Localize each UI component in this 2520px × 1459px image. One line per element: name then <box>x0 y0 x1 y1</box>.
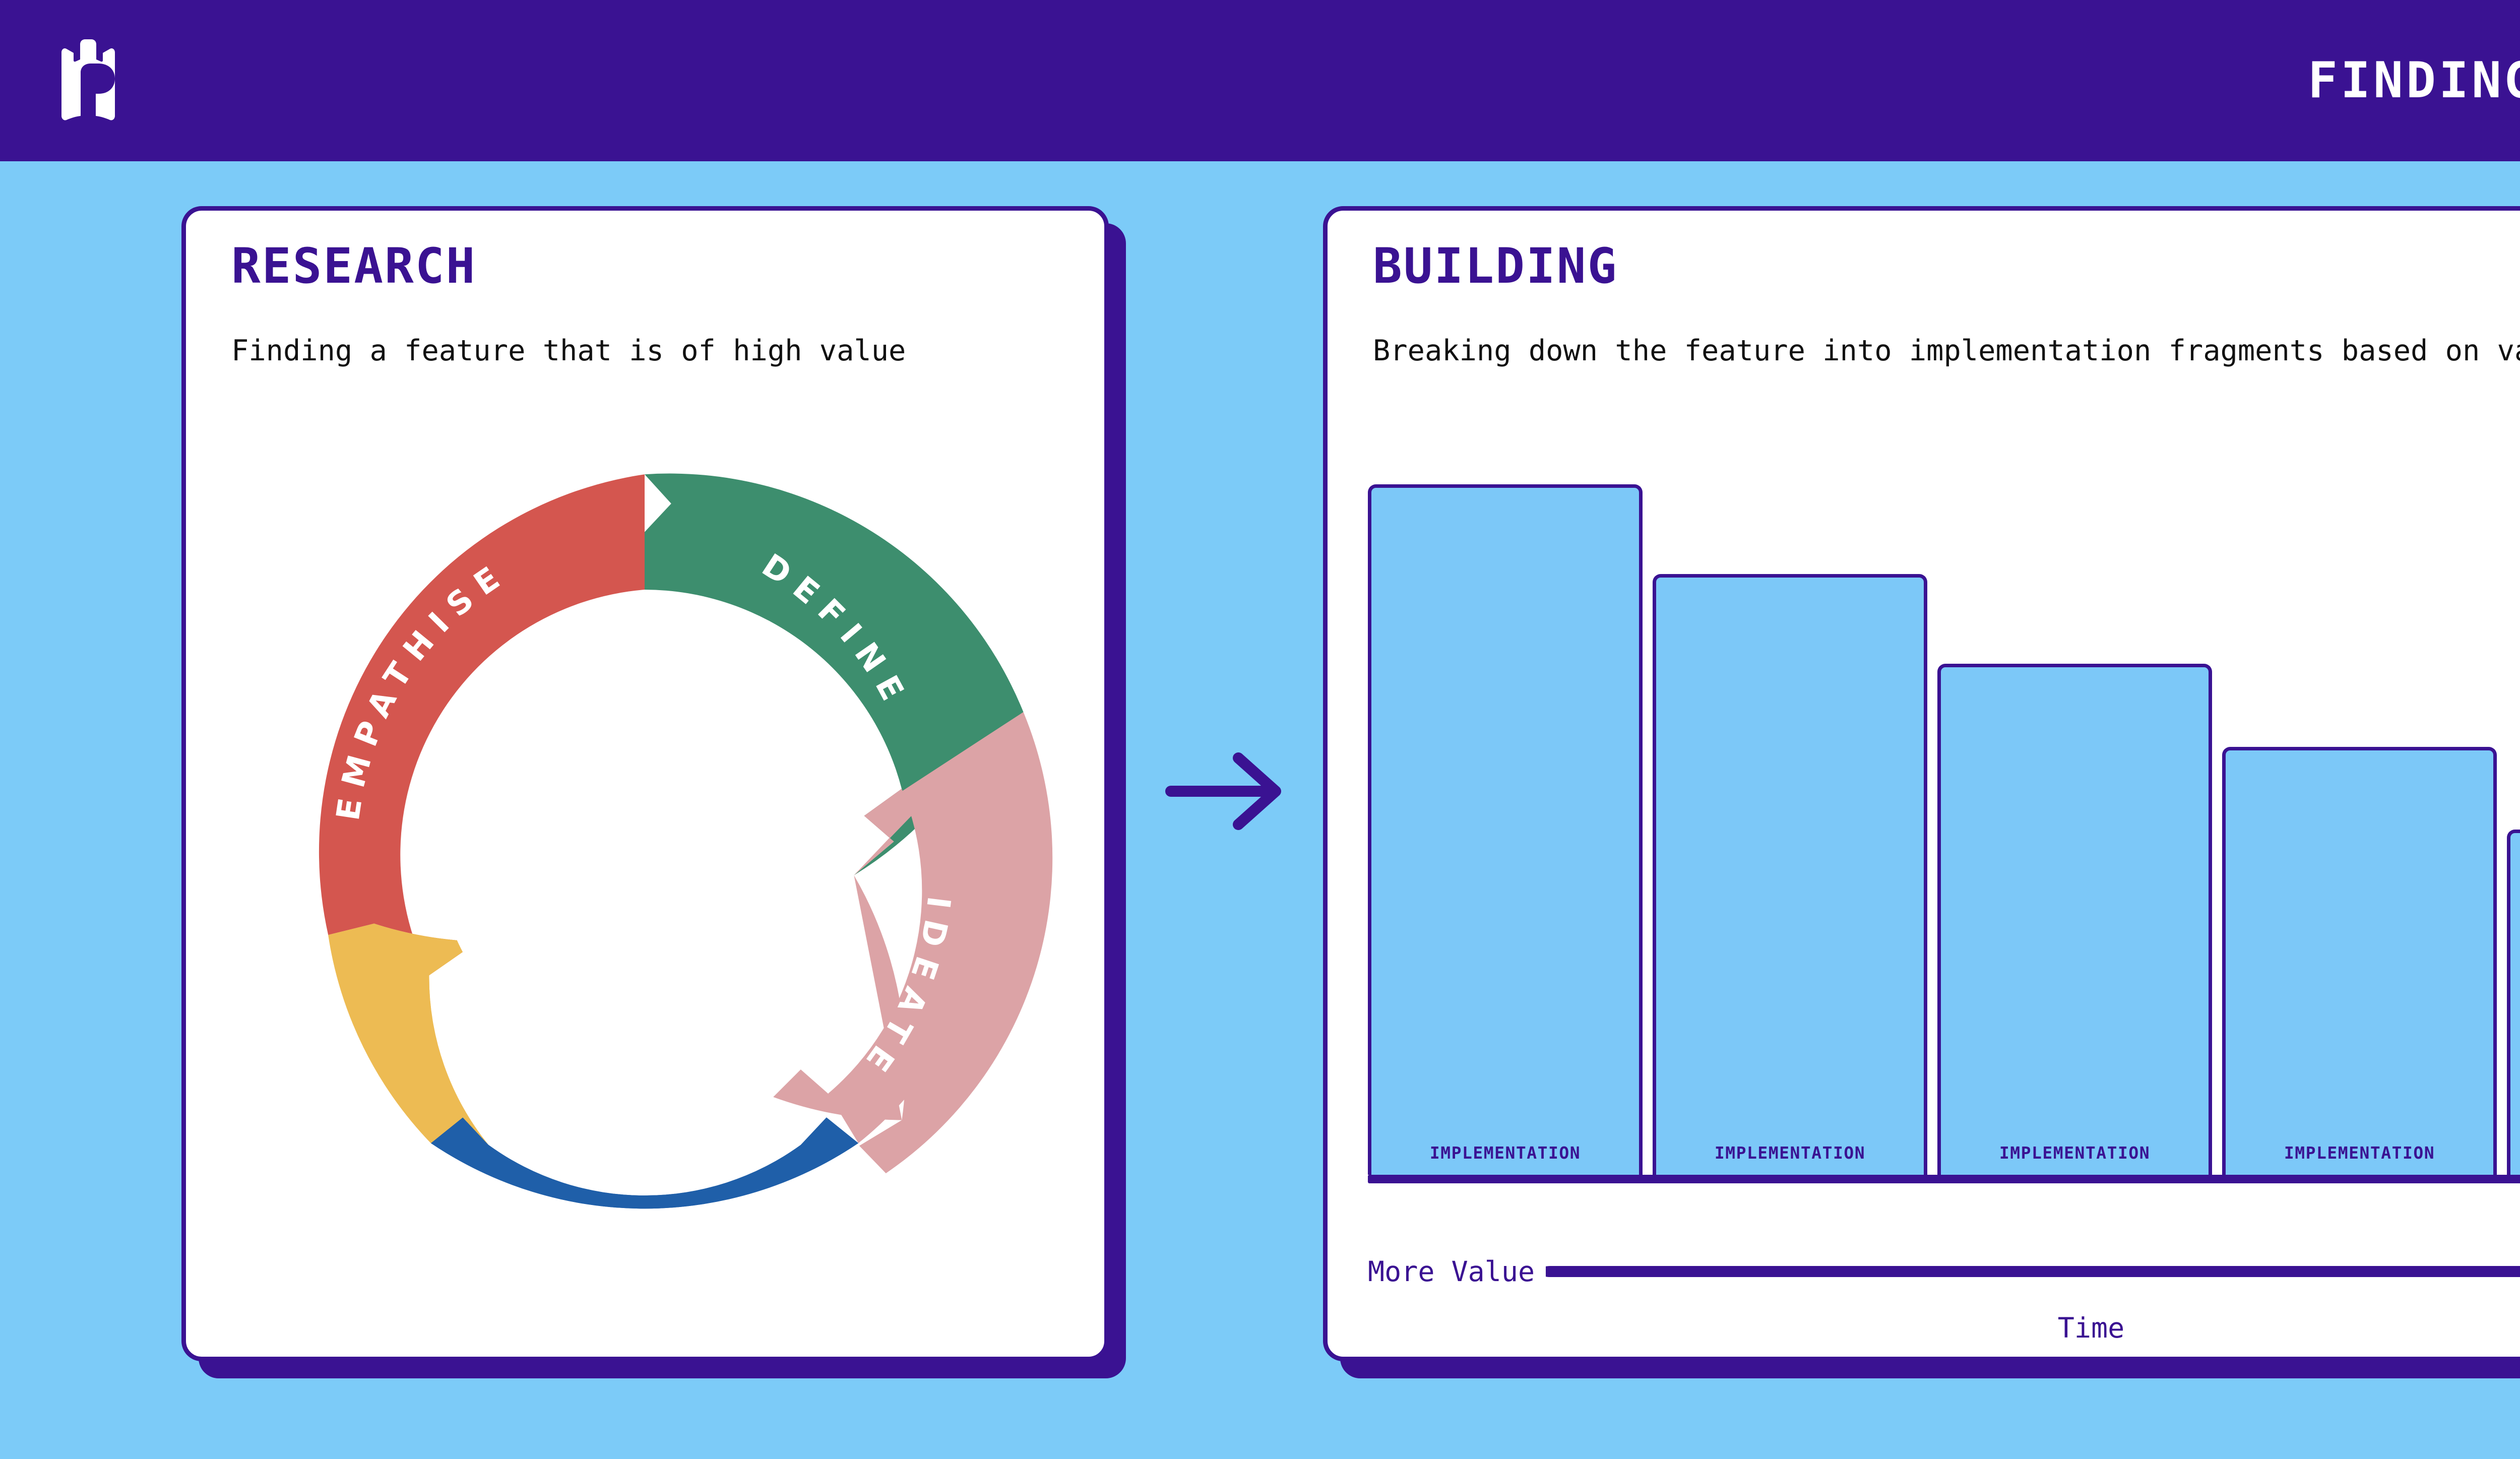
bar-implementation[interactable]: IMPLEMENTATION <box>1937 664 2212 1175</box>
bar-series: IMPLEMENTATION IMPLEMENTATION IMPLEMENTATI… <box>1368 484 2520 1175</box>
implementation-bar-chart: IMPLEMENTATION IMPLEMENTATION IMPLEMENTATI… <box>1368 462 2520 1187</box>
flow-connector <box>1162 746 1293 837</box>
bar-label: IMPLEMENTATION <box>2510 1143 2520 1163</box>
bar-label: IMPLEMENTATION <box>2284 1143 2435 1163</box>
building-card-subtitle: Breaking down the feature into implement… <box>1373 334 2520 367</box>
building-card-title: BUILDING <box>1373 238 1618 294</box>
content-stage: RESEARCH Finding a feature that is of hi… <box>0 161 2520 1459</box>
donut-segment-prototype[interactable] <box>430 1117 859 1209</box>
bar-label: IMPLEMENTATION <box>1714 1143 1866 1163</box>
chart-baseline <box>1368 1175 2520 1183</box>
app-header: FINDING FEATURE VALUE <box>0 0 2520 161</box>
research-card: RESEARCH Finding a feature that is of hi… <box>181 206 1109 1361</box>
research-card-subtitle: Finding a feature that is of high value <box>231 334 906 367</box>
bar-implementation[interactable]: IMPLEMENTATION <box>2507 830 2520 1175</box>
design-thinking-donut: EMPATHISE DEFINE IDEATE PROTOTYPE TEST <box>201 412 1088 1299</box>
research-card-title: RESEARCH <box>231 238 477 294</box>
bar-implementation[interactable]: IMPLEMENTATION <box>1368 484 1643 1175</box>
axis-label-more-value: More Value <box>1368 1255 1535 1288</box>
donut-segment-empathise[interactable] <box>319 474 671 976</box>
value-axis-arrow-icon <box>1546 1266 2520 1277</box>
donut-segment-ideate[interactable] <box>773 712 1053 1174</box>
bar-implementation[interactable]: IMPLEMENTATION <box>2222 747 2497 1175</box>
donut-segment-test[interactable] <box>328 923 536 1145</box>
bar-label: IMPLEMENTATION <box>1429 1143 1581 1163</box>
page-title: FINDING FEATURE VALUE <box>2307 52 2520 109</box>
bar-label: IMPLEMENTATION <box>1999 1143 2151 1163</box>
value-axis: More Value Less Value <box>1368 1244 2520 1299</box>
right-arrow-icon <box>1165 752 1281 830</box>
castle-rook-logo-icon[interactable] <box>52 37 124 124</box>
donut-label-prototype: PROTOTYPE <box>483 1181 806 1254</box>
axis-caption-time: Time <box>2057 1312 2125 1344</box>
building-card: BUILDING Breaking down the feature into … <box>1323 206 2520 1361</box>
bar-implementation[interactable]: IMPLEMENTATION <box>1653 574 1927 1175</box>
donut-segments <box>319 473 1053 1209</box>
